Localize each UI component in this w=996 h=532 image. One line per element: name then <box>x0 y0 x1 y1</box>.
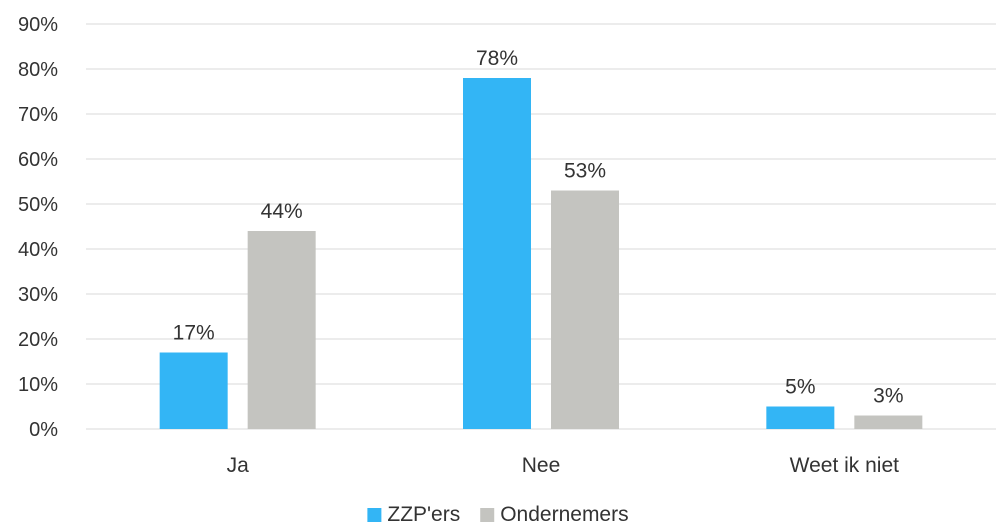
y-tick-label: 60% <box>18 149 58 171</box>
x-category-label: Weet ik niet <box>790 454 899 477</box>
bar-ondernemers-1 <box>551 190 619 429</box>
legend-label: ZZP'ers <box>387 503 460 526</box>
data-label: 3% <box>873 385 903 408</box>
y-tick-label: 40% <box>18 239 58 261</box>
legend: ZZP'ers Ondernemers <box>367 503 629 526</box>
data-label: 17% <box>173 322 215 345</box>
y-tick-label: 0% <box>29 419 58 441</box>
legend-swatch <box>480 508 495 522</box>
bar-zzpers-1 <box>463 78 531 429</box>
bar-zzpers-2 <box>766 406 835 429</box>
data-label: 44% <box>261 200 303 223</box>
bar-ondernemers-0 <box>247 231 316 429</box>
legend-swatch <box>367 508 382 522</box>
x-category-label: Nee <box>522 454 561 477</box>
data-labels: 17% 44% 78% 53% 5% 3% <box>173 47 904 408</box>
y-tick-label: 90% <box>18 14 58 36</box>
y-tick-label: 10% <box>18 374 58 396</box>
y-tick-label: 20% <box>18 329 58 351</box>
legend-label: Ondernemers <box>500 503 628 526</box>
y-tick-label: 50% <box>18 194 58 216</box>
bar-ondernemers-2 <box>854 415 923 429</box>
legend-item-ondernemers: Ondernemers <box>480 503 629 526</box>
bars <box>159 78 923 429</box>
y-tick-label: 30% <box>18 284 58 306</box>
y-tick-label: 80% <box>18 59 58 81</box>
data-label: 78% <box>476 47 518 70</box>
x-category-label: Ja <box>227 454 250 477</box>
y-axis-tick-labels: 0% 10% 20% 30% 40% 50% 60% 70% 80% 90% <box>18 14 58 441</box>
bar-zzpers-0 <box>159 352 228 429</box>
data-label: 5% <box>785 376 815 399</box>
x-axis-category-labels: Ja Nee Weet ik niet <box>227 454 900 477</box>
gridlines <box>86 23 996 430</box>
legend-item-zzpers: ZZP'ers <box>367 503 460 526</box>
y-tick-label: 70% <box>18 104 58 126</box>
data-label: 53% <box>564 160 606 183</box>
